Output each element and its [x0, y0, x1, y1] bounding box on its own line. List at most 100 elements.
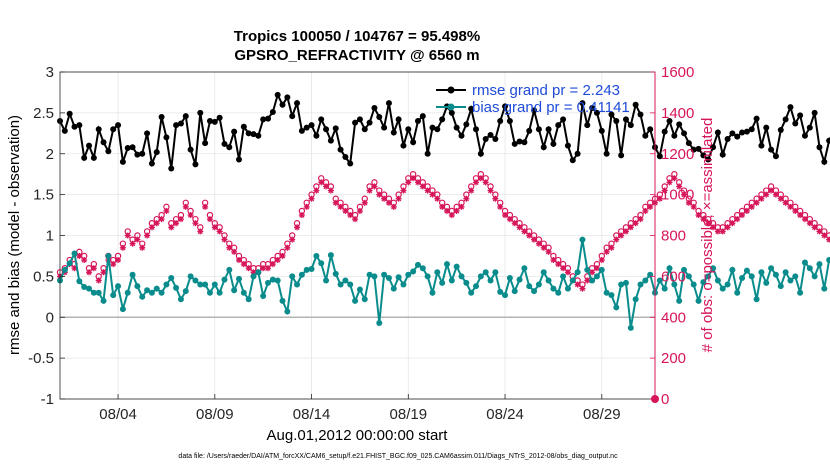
- bias-point: [714, 277, 721, 284]
- rmse-point: [410, 139, 417, 146]
- rmse-point: [661, 128, 668, 135]
- bias-point: [81, 284, 88, 291]
- bias-point: [777, 283, 784, 290]
- obs-assimilated-point: [502, 212, 509, 219]
- obs-assimilated-point: [376, 191, 383, 198]
- obs-assimilated-point: [700, 216, 707, 223]
- rmse-point: [274, 91, 281, 98]
- bias-point: [797, 289, 804, 296]
- obs-asterisk-stroke: [603, 249, 610, 255]
- bias-point: [719, 285, 726, 292]
- bias-point: [724, 281, 731, 288]
- obs-assimilated-point: [792, 207, 799, 214]
- y-tick-label-left: 2: [46, 146, 54, 163]
- obs-assimilated-point: [90, 265, 97, 272]
- rmse-point: [197, 109, 204, 116]
- obs-asterisk-stroke: [100, 269, 107, 275]
- bias-point: [197, 281, 204, 288]
- obs-assimilated-point: [361, 199, 368, 206]
- x-tick-label: 08/04: [99, 406, 137, 423]
- bias-point: [414, 261, 421, 268]
- bias-point: [545, 277, 552, 284]
- obs-asterisk-stroke: [395, 196, 402, 202]
- bias-point: [550, 285, 557, 292]
- obs-asterisk-stroke: [594, 265, 600, 271]
- obs-assimilated-point: [177, 216, 184, 223]
- rmse-point: [119, 158, 126, 165]
- obs-asterisk-stroke: [724, 224, 731, 230]
- obs-assimilated-point: [216, 228, 223, 235]
- rmse-point: [743, 128, 750, 135]
- y-tick-label-left: 2.5: [33, 105, 54, 122]
- obs-asterisk-stroke: [579, 285, 586, 292]
- bias-point: [235, 275, 242, 282]
- bias-point: [134, 283, 141, 290]
- rmse-point: [129, 144, 136, 151]
- obs-asterisk-stroke: [347, 212, 353, 218]
- obs-asterisk-stroke: [507, 216, 513, 222]
- obs-asterisk-stroke: [710, 224, 716, 230]
- bias-point: [710, 265, 717, 272]
- rmse-point: [671, 132, 678, 139]
- rmse-point: [453, 124, 460, 131]
- rmse-point: [685, 140, 692, 147]
- rmse-point: [477, 150, 484, 157]
- obs-assimilated-point: [86, 269, 93, 276]
- obs-assimilated-point: [226, 244, 233, 251]
- obs-assimilated-point: [95, 277, 102, 284]
- rmse-point: [739, 129, 746, 136]
- bias-point: [429, 289, 436, 296]
- rmse-point: [265, 115, 272, 122]
- obs-asterisk-stroke: [434, 196, 440, 202]
- rmse-point: [593, 109, 600, 116]
- obs-asterisk-stroke: [734, 216, 740, 222]
- obs-asterisk-stroke: [260, 265, 266, 271]
- bias-point: [187, 273, 194, 280]
- rmse-point: [255, 132, 262, 139]
- rmse-point: [714, 129, 721, 136]
- obs-assimilated-point: [390, 203, 397, 210]
- rmse-point: [100, 139, 107, 146]
- obs-asterisk-stroke: [826, 237, 830, 243]
- obs-asterisk-stroke: [613, 236, 619, 243]
- obs-asterisk-stroke: [342, 208, 349, 214]
- obs-assimilated-point: [671, 175, 678, 182]
- rmse-point: [361, 126, 368, 133]
- obs-assimilated-point: [477, 175, 484, 182]
- bias-point: [521, 265, 528, 272]
- obs-assimilated-point: [235, 257, 242, 264]
- bias-point: [308, 266, 315, 273]
- rmse-point: [105, 148, 112, 155]
- bias-point: [453, 263, 460, 270]
- obs-assimilated-point: [366, 187, 373, 194]
- bias-point: [748, 273, 755, 280]
- bias-point: [816, 261, 823, 268]
- obs-assimilated-point: [545, 248, 552, 255]
- rmse-point: [313, 132, 320, 139]
- obs-assimilated-point: [531, 236, 538, 243]
- rmse-point: [777, 127, 784, 134]
- obs-assimilated-point: [434, 195, 441, 202]
- rmse-point: [608, 111, 615, 118]
- obs-asterisk-stroke: [120, 245, 126, 251]
- rmse-point: [115, 122, 122, 129]
- obs-asterisk-stroke: [405, 179, 411, 186]
- bias-point: [439, 279, 446, 286]
- obs-asterisk-stroke: [744, 208, 750, 214]
- bias-point: [618, 281, 625, 288]
- bias-point: [211, 281, 218, 288]
- obs-asterisk-stroke: [76, 253, 83, 259]
- obs-asterisk-stroke: [502, 212, 508, 218]
- obs-asterisk-stroke: [202, 204, 208, 210]
- obs-assimilated-point: [748, 203, 755, 210]
- rmse-point: [439, 116, 446, 123]
- rmse-point: [666, 118, 673, 125]
- obs-assimilated-point: [463, 195, 470, 202]
- rmse-point: [173, 122, 180, 129]
- obs-assimilated-point: [506, 216, 513, 223]
- obs-asterisk-stroke: [516, 224, 523, 230]
- y-tick-label-right: 400: [661, 309, 686, 326]
- bias-point: [768, 265, 775, 272]
